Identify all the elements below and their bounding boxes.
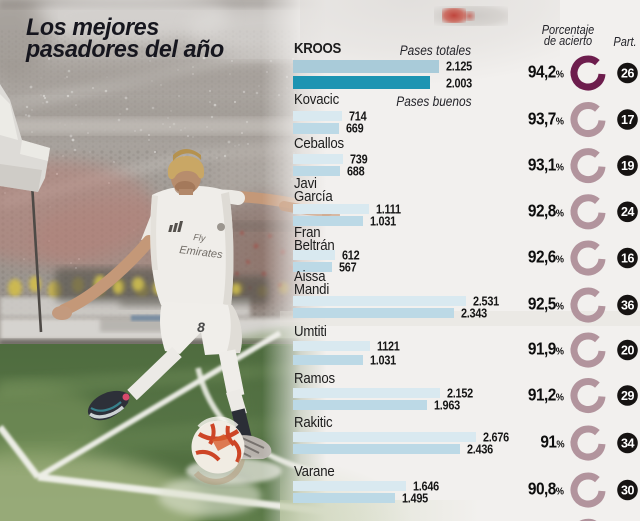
svg-text:36: 36 xyxy=(621,298,634,312)
svg-text:8: 8 xyxy=(197,319,205,335)
svg-text:29: 29 xyxy=(621,389,634,403)
svg-text:Fly: Fly xyxy=(193,232,207,243)
svg-text:17: 17 xyxy=(621,113,634,127)
svg-text:30: 30 xyxy=(621,483,634,497)
svg-text:26: 26 xyxy=(621,66,634,80)
svg-text:34: 34 xyxy=(621,436,634,450)
svg-text:16: 16 xyxy=(621,251,634,265)
svg-text:19: 19 xyxy=(621,159,634,173)
svg-text:24: 24 xyxy=(621,205,634,219)
svg-text:20: 20 xyxy=(621,343,634,357)
svg-text:Emirates: Emirates xyxy=(179,244,224,261)
